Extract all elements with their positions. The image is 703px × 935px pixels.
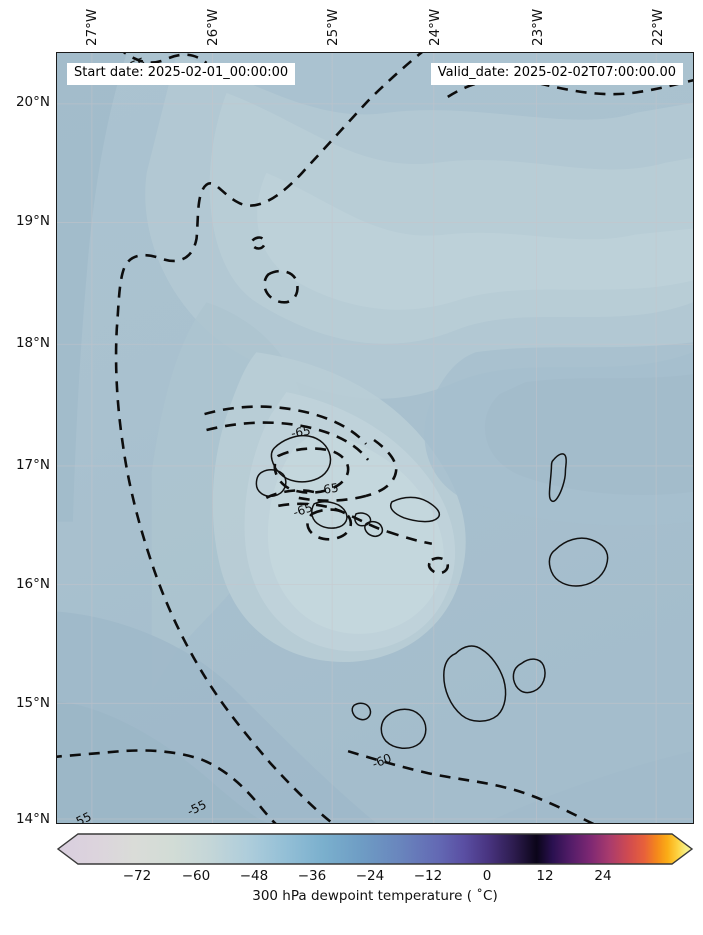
lat-tick-18N: 18°N — [15, 335, 50, 351]
lon-tick-25W: 25°W — [325, 8, 341, 46]
colorbar-swatch — [56, 833, 694, 865]
colorbar-tick: −36 — [297, 868, 327, 884]
lon-tick-27W: 27°W — [84, 8, 100, 46]
lon-tick-23W: 23°W — [530, 8, 546, 46]
start-date-annotation: Start date: 2025-02-01_00:00:00 — [67, 63, 296, 85]
contour-label: -65 — [318, 480, 340, 498]
colorbar-tick: −24 — [355, 868, 385, 884]
colorbar-tick: 0 — [482, 868, 492, 884]
colorbar-tick: −12 — [413, 868, 443, 884]
colorbar-tick: −60 — [181, 868, 211, 884]
colorbar-tick: −72 — [122, 868, 152, 884]
lat-tick-20N: 20°N — [15, 94, 50, 110]
lat-tick-17N: 17°N — [15, 457, 50, 473]
contour-lines — [57, 53, 693, 823]
lat-tick-19N: 19°N — [15, 213, 50, 229]
filled-contour-layer — [57, 53, 693, 823]
lat-tick-14N: 14°N — [15, 811, 50, 827]
colorbar[interactable]: −72 −60 −48 −36 −24 −12 0 12 24 — [56, 832, 694, 884]
colorbar-tick: 12 — [536, 868, 554, 884]
map-svg — [57, 53, 693, 823]
map-axes[interactable]: -55-65-65-65-60-55-55 Start date: 2025-0… — [56, 52, 694, 824]
lon-tick-26W: 26°W — [205, 8, 221, 46]
colorbar-title: 300 hPa dewpoint temperature ( ˚C) — [252, 888, 498, 904]
lat-tick-16N: 16°N — [15, 576, 50, 592]
valid-date-annotation: Valid_date: 2025-02-02T07:00:00.00 — [430, 63, 683, 85]
coastlines — [255, 434, 609, 749]
lon-tick-22W: 22°W — [650, 8, 666, 46]
colorbar-tick: −48 — [239, 868, 269, 884]
lon-tick-24W: 24°W — [427, 8, 443, 46]
contour-bands — [57, 53, 693, 823]
colorbar-tick: 24 — [594, 868, 612, 884]
lat-tick-15N: 15°N — [15, 695, 50, 711]
